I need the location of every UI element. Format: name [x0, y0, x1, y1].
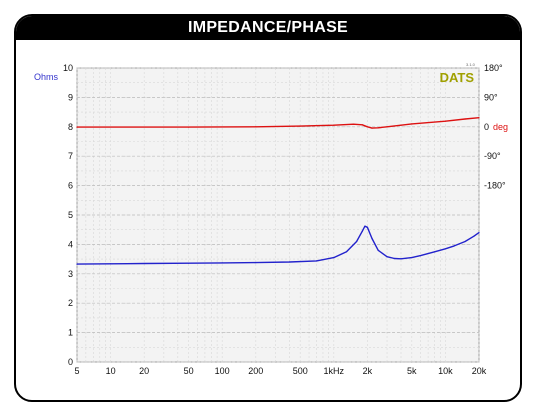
phase-point — [299, 125, 301, 127]
impedance-point — [393, 257, 396, 260]
major-grid — [77, 67, 479, 363]
y2-tick-label: -180° — [484, 181, 506, 191]
x-tick-label: 5 — [74, 366, 79, 376]
impedance-point — [411, 257, 413, 259]
impedance-point — [361, 230, 363, 232]
y-tick-label: 1 — [68, 328, 73, 338]
x-tick-label: 2k — [363, 366, 373, 376]
impedance-point — [255, 262, 257, 264]
tick-labels: 0 1 2 3 4 5 6 7 8 9 10 5 10 20 50 100 200 500 1kHz 2k 5k 10k 2… — [63, 63, 508, 376]
impedance-point — [76, 263, 78, 265]
impedance-point — [444, 248, 446, 250]
y-axis-label: Ohms — [34, 72, 59, 82]
y-tick-label: 8 — [68, 122, 73, 132]
impedance-point — [371, 237, 373, 240]
phase-point — [352, 123, 355, 125]
y-tick-label: 3 — [68, 269, 73, 279]
phase-point — [400, 124, 402, 126]
y-tick-label: 6 — [68, 181, 73, 191]
phase-point — [371, 127, 373, 129]
y2-tick-label: 90° — [484, 92, 498, 102]
y-tick-label: 0 — [68, 357, 73, 367]
impedance-point — [464, 240, 466, 243]
phase-point — [188, 126, 190, 128]
impedance-point — [434, 251, 436, 253]
phase-point — [377, 127, 379, 129]
impedance-point — [386, 256, 388, 258]
phase-point — [411, 123, 413, 125]
impedance-point — [400, 258, 402, 260]
impedance-point — [473, 235, 475, 237]
y-tick-label: 2 — [68, 298, 73, 308]
phase-point — [333, 124, 335, 126]
phase-point — [386, 126, 388, 128]
phase-point — [366, 126, 368, 128]
y-tick-label: 4 — [68, 239, 73, 249]
impedance-point — [478, 232, 480, 234]
phase-point — [76, 126, 78, 128]
phase-point — [464, 118, 466, 120]
y-tick-label: 7 — [68, 151, 73, 161]
impedance-point — [221, 262, 223, 264]
x-tick-label: 10 — [106, 366, 116, 376]
x-tick-label: 100 — [215, 366, 230, 376]
x-tick-label: 1kHz — [324, 366, 345, 376]
phase-point — [444, 120, 446, 122]
logo-version: 3.1.0 — [466, 62, 476, 67]
impedance-point — [356, 240, 358, 243]
x-tick-label: 10k — [438, 366, 453, 376]
impedance-point — [366, 226, 368, 228]
phase-series-line — [77, 117, 480, 129]
impedance-point — [345, 251, 348, 253]
series-layer — [76, 117, 480, 265]
x-tick-label: 20k — [472, 366, 487, 376]
x-tick-label: 200 — [248, 366, 263, 376]
phase-point — [255, 126, 257, 128]
phase-point — [361, 124, 363, 126]
dats-logo: DATS — [440, 70, 475, 85]
impedance-point — [315, 260, 318, 262]
x-tick-label: 5k — [407, 366, 417, 376]
x-tick-label: 20 — [139, 366, 149, 376]
impedance-point — [188, 262, 190, 264]
chart-title: IMPEDANCE/PHASE — [16, 16, 520, 40]
impedance-point — [143, 262, 145, 265]
impedance-point — [288, 261, 290, 263]
y-tick-label: 10 — [63, 63, 73, 73]
impedance-point — [333, 257, 335, 259]
impedance-point — [420, 255, 422, 257]
y2-tick-label: 180° — [484, 63, 503, 73]
y-tick-label: 5 — [68, 210, 73, 220]
impedance-point — [453, 245, 455, 247]
impedance-point — [110, 263, 112, 265]
impedance-point — [377, 249, 379, 251]
x-tick-label: 500 — [293, 366, 308, 376]
phase-point — [478, 117, 480, 119]
x-tick-label: 50 — [184, 366, 194, 376]
y2-tick-label: -90° — [484, 151, 501, 161]
impedance-point — [364, 225, 366, 227]
y2-tick-label: 0 — [484, 122, 489, 132]
y-tick-label: 9 — [68, 92, 73, 102]
y2-unit-label: deg — [493, 122, 508, 132]
